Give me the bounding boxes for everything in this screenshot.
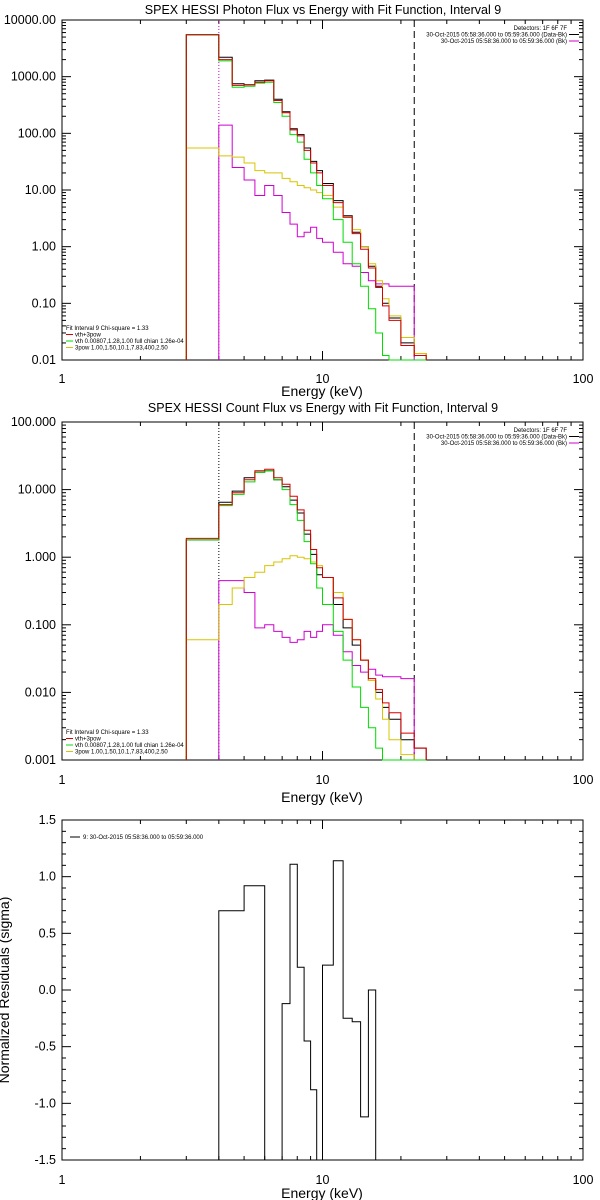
legend-bottom-entry: vth 0.00807,1.28,1.00 full chian 1.26e-0…	[75, 743, 184, 749]
series-yellow-histogram	[185, 147, 427, 360]
y-tick-label: 0.0	[39, 983, 56, 997]
x-tick-label: 1	[59, 1173, 66, 1187]
series-green-histogram	[185, 470, 427, 761]
y-tick-label: 0.01	[32, 353, 56, 367]
series-yellow-histogram	[185, 555, 427, 761]
residuals-panel: Energy (keV) Normalized Residuals (sigma…	[0, 813, 593, 1200]
y-tick-label: -0.5	[34, 1040, 56, 1054]
photon-flux-title: SPEX HESSI Photon Flux vs Energy with Fi…	[145, 3, 501, 17]
series-magenta-histogram	[218, 124, 415, 360]
legend-bottom-entry: vth+3pow	[75, 333, 102, 339]
y-tick-label: 1.000	[25, 550, 56, 564]
y-tick-label: 1000.00	[11, 70, 56, 84]
y-tick-label: 0.010	[25, 685, 56, 699]
x-tick-label: 100	[573, 372, 594, 386]
count-flux-panel: SPEX HESSI Count Flux vs Energy with Fit…	[11, 401, 594, 805]
y-tick-label: 0.100	[25, 618, 56, 632]
count-flux-title: SPEX HESSI Count Flux vs Energy with Fit…	[148, 401, 498, 415]
legend-top-entry: 30-Oct-2015 05:58:36.000 to 05:59:36.000…	[441, 39, 567, 45]
legend-top-entry: 30-Oct-2015 05:58:36.000 to 05:59:36.000…	[426, 435, 567, 441]
series-red-histogram	[185, 468, 427, 760]
x-tick-label: 100	[573, 1173, 594, 1187]
legend-bottom-entry: Fit Interval 9 Chi-square = 1.33	[66, 326, 149, 332]
legend-top-entry: 30-Oct-2015 05:58:36.000 to 05:59:36.000…	[441, 441, 567, 447]
series-red-histogram	[185, 34, 427, 360]
photon-flux-panel: SPEX HESSI Photon Flux vs Energy with Fi…	[4, 3, 594, 399]
legend-bottom-entry: vth 0.00807,1.28,1.00 full chian 1.26e-0…	[75, 339, 184, 345]
x-tick-label: 10	[316, 372, 330, 386]
legend-top-entry: Detectors: 1F 6F 7F	[514, 428, 568, 434]
x-tick-label: 1	[59, 773, 66, 787]
series-green-histogram	[185, 34, 427, 361]
residuals-ylabel: Normalized Residuals (sigma)	[0, 897, 12, 1084]
y-tick-label: 1.00	[32, 240, 56, 254]
y-tick-label: 0.10	[32, 296, 56, 310]
y-tick-label: 10.00	[25, 183, 56, 197]
legend-top-entry: 9: 30-Oct-2015 05:58:36.000 to 05:59:36.…	[83, 835, 204, 841]
legend-bottom-entry: Fit Interval 9 Chi-square = 1.33	[66, 730, 149, 736]
y-tick-label: 1.5	[39, 813, 56, 827]
y-tick-label: 0.5	[39, 926, 56, 940]
x-tick-label: 100	[573, 773, 594, 787]
series-black-histogram	[185, 34, 427, 360]
legend-bottom-entry: vth+3pow	[75, 737, 102, 743]
y-tick-label: -1.5	[34, 1153, 56, 1167]
legend-bottom-entry: 3pow 1.00,1.50,10.1,7.83,400,2.50	[75, 750, 168, 756]
legend-top-entry: Detectors: 1F 6F 7F	[514, 26, 568, 32]
y-tick-label: 10.000	[18, 483, 56, 497]
series-black-histogram	[218, 860, 377, 1161]
y-tick-label: 0.001	[25, 753, 56, 767]
legend-top-entry: 30-Oct-2015 05:58:36.000 to 05:59:36.000…	[426, 33, 567, 39]
y-tick-label: 1.0	[39, 870, 56, 884]
photon-flux-xlabel: Energy (keV)	[281, 383, 363, 399]
y-tick-label: 100.000	[11, 415, 56, 429]
count-flux-xlabel: Energy (keV)	[281, 789, 363, 805]
y-tick-label: 100.00	[18, 126, 56, 140]
residuals-xlabel: Energy (keV)	[281, 1185, 363, 1200]
x-tick-label: 10	[316, 773, 330, 787]
x-tick-label: 1	[59, 372, 66, 386]
series-magenta-histogram	[218, 580, 415, 760]
x-tick-label: 10	[316, 1173, 330, 1187]
legend-bottom-entry: 3pow 1.00,1.50,10.1,7.83,400,2.50	[75, 346, 168, 352]
series-black-histogram	[185, 470, 427, 760]
y-tick-label: -1.0	[34, 1096, 56, 1110]
y-tick-label: 10000.00	[4, 13, 56, 27]
